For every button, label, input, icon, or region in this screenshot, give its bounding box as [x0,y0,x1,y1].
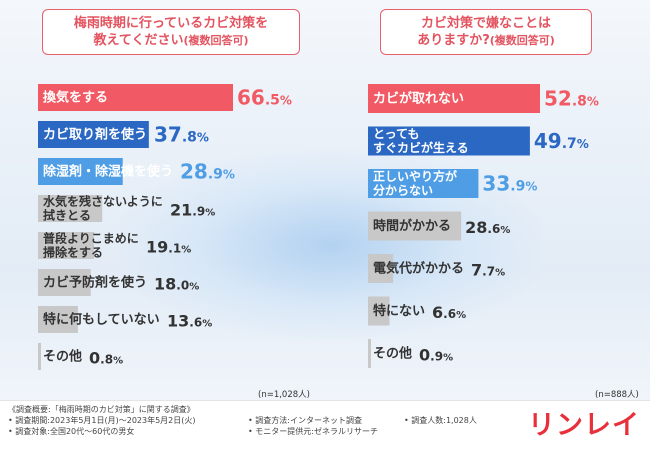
left-category-label-7: その他 [43,349,82,365]
left-question-line2: 教えてください [93,33,184,48]
right-category-label-5: 特にない [373,303,425,319]
left-value-label-1: 37.8% [154,123,209,147]
right-category-label-0: カビが取れない [373,91,464,107]
left-n-note: (n=1,028人) [258,390,310,400]
left-category-label-1: カビ取り剤を使う [43,127,147,143]
left-question-line2-wrap: 教えてください(複数回答可) [47,32,295,49]
right-question-line2-wrap: ありますか?(複数回答可) [385,32,587,49]
left-value-label-6: 13.6% [167,312,212,331]
right-value-label-5: 6.6% [432,303,466,322]
right-value-label-0: 52.8% [544,87,599,111]
footer: 《調査概要:「梅雨時期のカビ対策」に関する調査》 • 調査期間:2023年5月1… [0,400,650,451]
right-bar-0 [368,84,540,113]
left-category-label-6: 特に何もしていない [43,312,160,328]
survey-overview: 《調査概要:「梅雨時期のカビ対策」に関する調査》 [8,405,195,414]
left-bar-6 [38,306,78,333]
left-question-line1: 梅雨時期に行っているカビ対策を [73,16,269,31]
left-category-label-4: 普段よりこまめに掃除をする [43,231,139,260]
left-value-label-3: 21.9% [170,201,215,220]
left-bar-4 [38,232,95,259]
survey-target: • 調査対象:全国20代〜60代の男女 [8,427,135,436]
brand-logo: リンレイ [528,410,640,441]
left-bar-1 [38,121,149,148]
left-bar-3 [38,195,103,222]
left-value-label-4: 19.1% [146,238,191,257]
left-bar-2 [38,158,123,185]
left-bar-0 [38,84,233,111]
right-value-label-4: 7.7% [471,261,505,280]
left-category-label-3: 水気を残さないように拭きとる [43,194,163,223]
right-category-label-6: その他 [373,346,412,362]
left-question-box: 梅雨時期に行っているカビ対策を 教えてください(複数回答可) [42,9,300,55]
left-category-label-5: カビ予防剤を使う [43,275,147,291]
right-value-label-1: 49.7% [534,129,589,153]
right-question-box: カビ対策で嫌なことは ありますか?(複数回答可) [380,9,592,55]
right-question-line2: ありますか? [417,33,490,48]
left-bar-5 [38,269,91,296]
right-value-label-2: 33.9% [482,172,537,196]
right-category-label-3: 時間がかかる [373,218,451,234]
right-category-label-4: 電気代がかかる [373,261,464,277]
left-value-label-7: 0.8% [89,349,123,368]
right-value-label-3: 28.6% [465,218,510,237]
left-category-label-2: 除湿剤・除湿機を使う [43,164,173,180]
survey-count: • 調査人数:1,028人 [404,416,477,425]
right-question-line1: カビ対策で嫌なことは [420,16,551,31]
left-category-label-0: 換気をする [43,90,108,106]
right-question-sub: (複数回答可) [489,34,555,47]
survey-provider: • モニター提供元:ゼネラルリサーチ [248,427,378,436]
right-n-note: (n=888人) [595,390,639,400]
left-value-label-5: 18.0% [154,275,199,294]
right-value-label-6: 0.9% [419,346,453,365]
left-bar-7 [38,343,41,370]
left-chart: 換気をする 66.5% カビ取り剤を使う 37.8% 除湿剤・除湿機を使う 28.9% 水気… [38,84,292,370]
right-bar-6 [368,339,371,368]
survey-period: • 調査期間:2023年5月1日(月)〜2023年5月2日(火) [8,416,196,425]
right-chart: カビが取れない 52.8%とってもすぐカビが生える 49.7%正しいやり方が分からな… [368,84,599,368]
left-question-sub: (複数回答可) [183,34,249,47]
left-value-label-2: 28.9% [180,160,235,184]
survey-method: • 調査方法:インターネット調査 [248,416,362,425]
left-value-label-0: 66.5% [237,86,292,110]
